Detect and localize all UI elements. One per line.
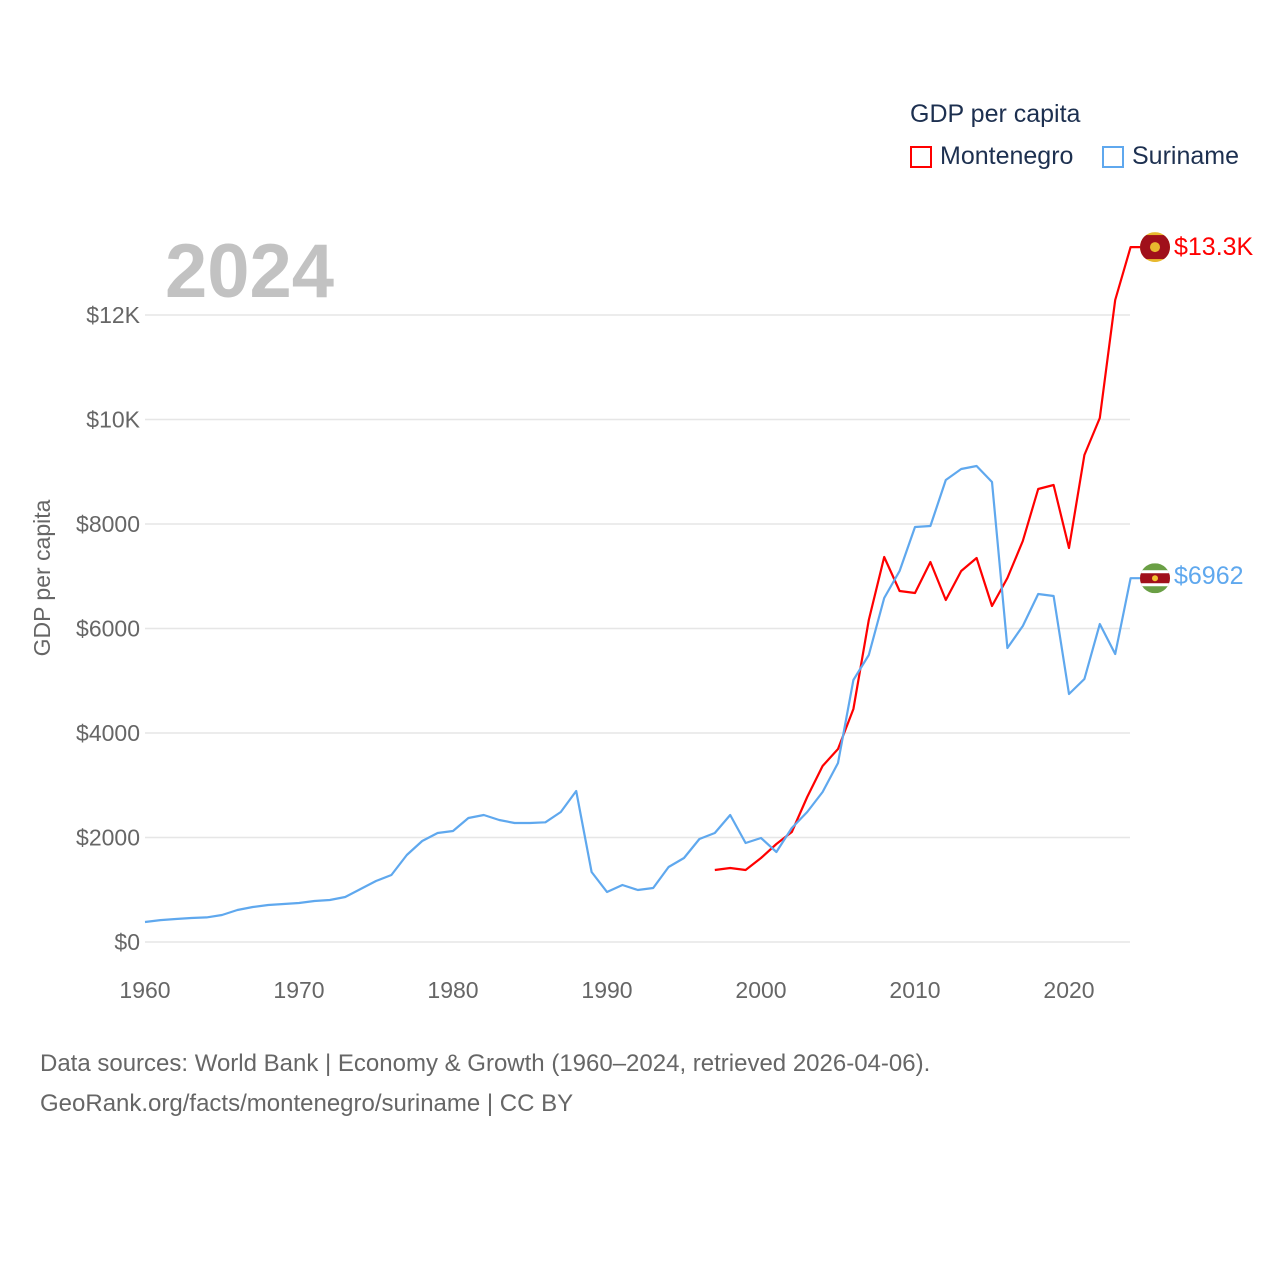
- x-tick-label: 1960: [119, 977, 170, 1003]
- attribution: GeoRank.org/facts/montenegro/suriname | …: [40, 1090, 574, 1117]
- x-tick-label: 1970: [273, 977, 324, 1003]
- suriname-line: [144, 464, 1140, 924]
- y-axis-label: GDP per capita: [29, 499, 55, 656]
- legend-swatch: [1102, 145, 1124, 168]
- y-tick-label: $10K: [86, 407, 140, 433]
- montenegro-end-label: $13.3K: [1174, 233, 1254, 261]
- x-tick-label: 2000: [735, 977, 786, 1003]
- y-tick-label: $8000: [76, 511, 140, 537]
- suriname-flag-icon: [1140, 563, 1170, 594]
- legend-item-montenegro[interactable]: Montenegro: [910, 142, 1073, 171]
- y-tick-label: $4000: [76, 720, 140, 746]
- y-tick-label: $2000: [76, 825, 140, 851]
- footer: Data sources: World Bank | Economy & Gro…: [40, 1044, 930, 1124]
- x-tick-label: 2010: [889, 977, 940, 1003]
- montenegro-line: [714, 246, 1140, 872]
- data-sources: Data sources: World Bank | Economy & Gro…: [40, 1050, 931, 1077]
- y-tick-label: $12K: [86, 302, 140, 328]
- x-tick-label: 1980: [427, 977, 478, 1003]
- year-label: 2024: [165, 229, 335, 314]
- legend-item-suriname[interactable]: Suriname: [1102, 142, 1239, 171]
- legend-swatch: [910, 145, 932, 168]
- y-tick-label: $6000: [76, 616, 140, 642]
- y-tick-label: $0: [114, 929, 140, 955]
- montenegro-flag-icon: [1140, 232, 1170, 263]
- legend-label: Suriname: [1132, 142, 1239, 170]
- x-tick-label: 1990: [581, 977, 632, 1003]
- suriname-end-label: $6962: [1174, 562, 1244, 590]
- legend-title: GDP per capita: [910, 100, 1081, 128]
- legend-label: Montenegro: [940, 142, 1074, 170]
- x-tick-label: 2020: [1043, 977, 1094, 1003]
